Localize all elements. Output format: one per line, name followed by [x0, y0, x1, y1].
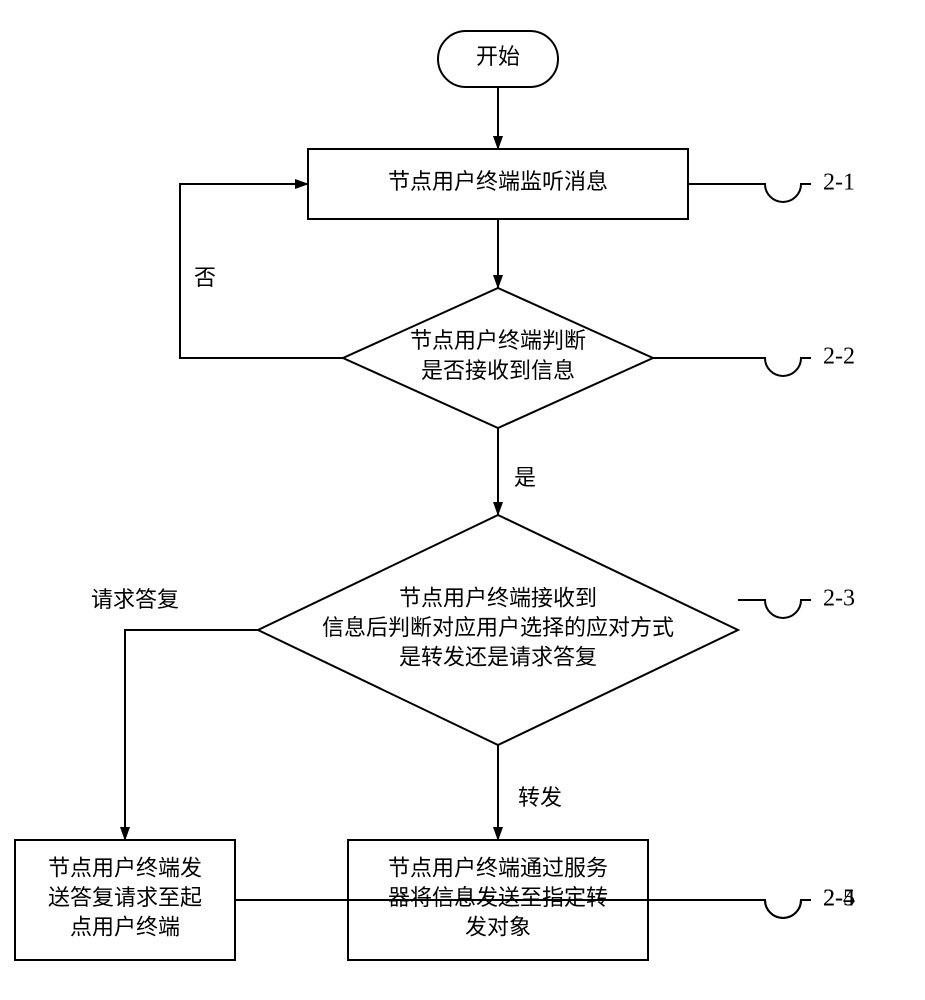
node-n2-line-0: 节点用户终端判断 — [410, 328, 586, 353]
node-start-line-0: 开始 — [476, 44, 520, 69]
node-n3: 节点用户终端接收到信息后判断对应用户选择的应对方式是转发还是请求答复 — [258, 515, 738, 745]
node-n3-line-2: 是转发还是请求答复 — [399, 645, 597, 670]
node-n5-line-0: 节点用户终端发 — [48, 855, 202, 880]
node-n4-line-2: 发对象 — [465, 915, 531, 940]
callout-n3 — [738, 600, 811, 618]
node-n5-line-1: 送答复请求至起 — [48, 885, 202, 910]
step-label-n3: 2-3 — [823, 586, 855, 612]
node-n2-line-1: 是否接收到信息 — [421, 358, 575, 383]
step-label-n5: 2-5 — [823, 886, 855, 912]
node-n1-line-0: 节点用户终端监听消息 — [388, 169, 608, 194]
node-n5: 节点用户终端发送答复请求至起点用户终端 — [15, 840, 235, 960]
edge-label-4: 转发 — [518, 785, 562, 810]
flowchart: 开始节点用户终端监听消息节点用户终端判断是否接收到信息节点用户终端接收到信息后判… — [0, 0, 925, 1000]
node-n3-line-1: 信息后判断对应用户选择的应对方式 — [322, 615, 674, 640]
edge-label-5: 请求答复 — [91, 587, 179, 612]
node-start: 开始 — [438, 31, 558, 87]
callout-n4 — [648, 900, 811, 918]
node-n3-line-0: 节点用户终端接收到 — [399, 585, 597, 610]
node-n4-line-0: 节点用户终端通过服务 — [388, 855, 608, 880]
node-n4-line-1: 器将信息发送至指定转 — [388, 885, 608, 910]
step-label-n2: 2-2 — [823, 344, 855, 370]
node-n1: 节点用户终端监听消息 — [308, 149, 688, 219]
node-n5-line-2: 点用户终端 — [70, 915, 180, 940]
edge-label-2: 是 — [514, 465, 536, 490]
edge-label-3: 否 — [194, 265, 216, 290]
callout-n2 — [653, 358, 811, 376]
edge-5 — [125, 630, 258, 840]
step-label-n1: 2-1 — [823, 170, 855, 196]
node-n2: 节点用户终端判断是否接收到信息 — [343, 288, 653, 428]
callout-n1 — [688, 184, 811, 202]
